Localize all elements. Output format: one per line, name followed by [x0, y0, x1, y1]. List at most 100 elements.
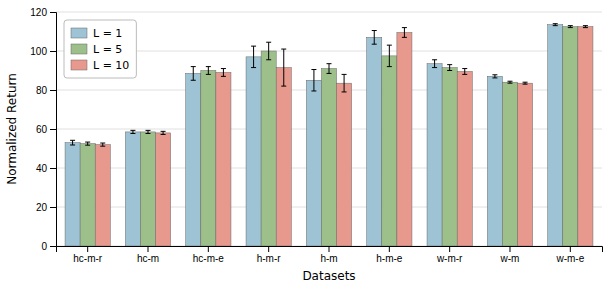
- tick-label: hc-m: [137, 253, 159, 264]
- error-cap: [492, 74, 497, 75]
- bar: [80, 144, 95, 246]
- error-line: [253, 46, 254, 67]
- tick-mark: [50, 246, 56, 247]
- error-cap: [266, 59, 271, 60]
- error-cap: [507, 81, 512, 82]
- error-cap: [100, 143, 105, 144]
- error-cap: [387, 45, 392, 46]
- bar: [261, 51, 276, 246]
- error-cap: [206, 66, 211, 67]
- error-cap: [206, 74, 211, 75]
- y-axis: 020406080100120: [30, 7, 56, 252]
- plot: 020406080100120hc-m-rhc-mhc-m-eh-m-rh-mh…: [5, 7, 603, 283]
- error-bar: [251, 46, 256, 67]
- tick: 20: [36, 202, 56, 213]
- error-cap: [266, 42, 271, 43]
- bar: [246, 57, 261, 246]
- tick: 0: [41, 241, 56, 252]
- tick-mark: [50, 51, 56, 52]
- error-cap: [372, 30, 377, 31]
- error-bar: [311, 70, 316, 91]
- error-bar: [85, 142, 90, 145]
- error-cap: [492, 77, 497, 78]
- error-line: [404, 28, 405, 38]
- error-bar: [100, 143, 105, 146]
- bar: [487, 76, 502, 246]
- error-cap: [568, 27, 573, 28]
- bar: [216, 72, 231, 246]
- error-line: [283, 49, 284, 86]
- tick-mark: [50, 12, 56, 13]
- error-cap: [221, 68, 226, 69]
- tick-mark: [509, 246, 510, 252]
- tick-label: 0: [41, 241, 47, 252]
- error-cap: [342, 91, 347, 92]
- bar: [306, 80, 321, 246]
- error-cap: [583, 27, 588, 28]
- error-cap: [372, 44, 377, 45]
- tick-mark: [50, 207, 56, 208]
- x-axis: hc-m-rhc-mhc-m-eh-m-rh-mh-m-ew-m-rw-mw-m…: [57, 246, 603, 264]
- error-bar: [146, 130, 151, 133]
- error-cap: [553, 23, 558, 24]
- x-axis-title: Datasets: [302, 269, 355, 283]
- error-bar: [266, 42, 271, 60]
- error-cap: [507, 83, 512, 84]
- error-cap: [191, 66, 196, 67]
- bar: [337, 83, 352, 246]
- legend-item: L = 5: [71, 43, 122, 56]
- tick: hc-m-r: [73, 246, 103, 264]
- legend-swatch: [71, 60, 87, 70]
- tick: 60: [36, 124, 56, 135]
- bar: [125, 132, 140, 246]
- grid-line: [56, 51, 602, 52]
- error-cap: [251, 67, 256, 68]
- error-cap: [568, 25, 573, 26]
- error-bar: [327, 64, 332, 74]
- tick-label: h-m: [320, 253, 337, 264]
- tick-mark: [50, 168, 56, 169]
- tick: w-m-e: [555, 246, 584, 264]
- tick-mark: [148, 246, 149, 252]
- error-cap: [523, 84, 528, 85]
- error-line: [329, 64, 330, 74]
- series: [80, 26, 578, 246]
- tick: h-m: [320, 246, 337, 264]
- error-bar: [462, 69, 467, 75]
- bar: [397, 32, 412, 246]
- error-cap: [432, 67, 437, 68]
- tick-label: w-m-e: [555, 253, 584, 264]
- tick-mark: [50, 129, 56, 130]
- error-cap: [462, 74, 467, 75]
- marks: [65, 24, 593, 246]
- legend-item: L = 10: [71, 59, 129, 72]
- error-line: [374, 31, 375, 45]
- bar: [321, 69, 336, 246]
- bar: [95, 145, 110, 246]
- bar: [201, 71, 216, 247]
- error-bar: [492, 75, 497, 78]
- tick: h-m-e: [376, 246, 403, 264]
- legend-label: L = 5: [93, 43, 122, 56]
- tick-mark: [50, 90, 56, 91]
- error-cap: [311, 69, 316, 70]
- error-bar: [568, 26, 573, 28]
- error-cap: [130, 130, 135, 131]
- tick-label: 60: [36, 124, 48, 135]
- tick-mark: [208, 246, 209, 252]
- tick: w-m-r: [436, 246, 463, 264]
- series: [65, 24, 563, 246]
- error-cap: [191, 80, 196, 81]
- bar: [65, 143, 80, 246]
- legend-item: L = 1: [71, 27, 122, 40]
- bar: [548, 25, 563, 246]
- error-cap: [402, 37, 407, 38]
- tick-mark: [570, 246, 571, 252]
- error-cap: [432, 59, 437, 60]
- error-cap: [281, 86, 286, 87]
- bar: [442, 68, 457, 246]
- error-cap: [146, 130, 151, 131]
- tick: hc-m: [137, 246, 159, 264]
- error-bar: [402, 28, 407, 38]
- tick-label: hc-m-r: [73, 253, 103, 264]
